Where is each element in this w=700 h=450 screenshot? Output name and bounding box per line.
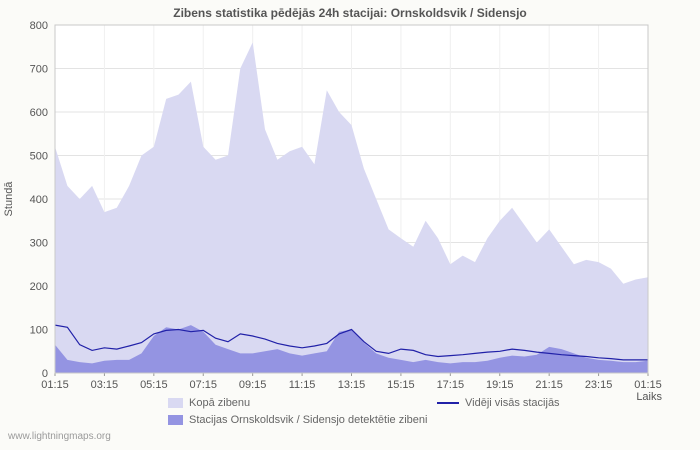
station-area-swatch bbox=[168, 415, 183, 425]
svg-text:Laiks: Laiks bbox=[636, 391, 662, 403]
watermark: www.lightningmaps.org bbox=[8, 431, 111, 442]
svg-text:Stundā: Stundā bbox=[3, 181, 15, 217]
svg-text:400: 400 bbox=[30, 194, 48, 206]
chart-title: Zibens statistika pēdējās 24h stacijai: … bbox=[173, 6, 527, 20]
svg-text:300: 300 bbox=[30, 238, 48, 250]
legend-label-station: Stacijas Ornskoldsvik / Sidensjo detektē… bbox=[189, 414, 428, 426]
svg-text:23:15: 23:15 bbox=[585, 379, 613, 391]
svg-text:11:15: 11:15 bbox=[289, 379, 316, 391]
legend-label-average: Vidēji visās stacijās bbox=[465, 397, 560, 409]
legend-item-station: Stacijas Ornskoldsvik / Sidensjo detektē… bbox=[168, 414, 427, 426]
svg-text:700: 700 bbox=[30, 64, 48, 76]
svg-text:19:15: 19:15 bbox=[486, 379, 514, 391]
svg-text:05:15: 05:15 bbox=[140, 379, 168, 391]
svg-text:01:15: 01:15 bbox=[634, 379, 662, 391]
svg-text:800: 800 bbox=[30, 20, 48, 32]
legend-item-average: Vidēji visās stacijās bbox=[437, 397, 560, 409]
average-line-swatch bbox=[437, 402, 459, 404]
svg-text:21:15: 21:15 bbox=[535, 379, 563, 391]
svg-text:13:15: 13:15 bbox=[338, 379, 366, 391]
svg-text:09:15: 09:15 bbox=[239, 379, 267, 391]
total-area-swatch bbox=[168, 398, 183, 408]
legend-label-total: Kopā zibenu bbox=[189, 397, 251, 409]
svg-text:600: 600 bbox=[30, 107, 48, 119]
svg-text:17:15: 17:15 bbox=[437, 379, 465, 391]
svg-text:0: 0 bbox=[42, 368, 48, 380]
svg-text:15:15: 15:15 bbox=[387, 379, 415, 391]
svg-text:100: 100 bbox=[30, 325, 48, 337]
svg-text:500: 500 bbox=[30, 151, 48, 163]
svg-text:200: 200 bbox=[30, 281, 48, 293]
svg-text:01:15: 01:15 bbox=[41, 379, 69, 391]
svg-text:03:15: 03:15 bbox=[91, 379, 119, 391]
legend-item-total: Kopā zibenu bbox=[168, 397, 250, 409]
svg-text:07:15: 07:15 bbox=[189, 379, 217, 391]
